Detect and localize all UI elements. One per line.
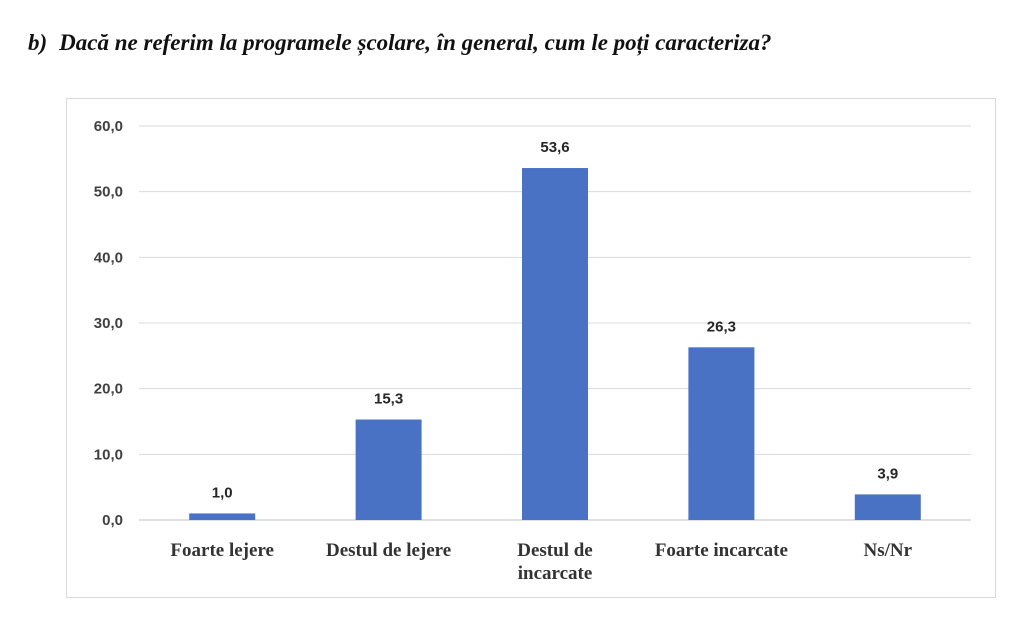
data-label: 53,6: [540, 139, 569, 156]
y-tick-label: 10,0: [94, 446, 123, 463]
y-tick-label: 60,0: [94, 118, 123, 135]
y-tick-label: 50,0: [94, 184, 123, 201]
y-tick-label: 0,0: [102, 512, 123, 529]
bar: [688, 347, 755, 520]
y-tick-label: 40,0: [94, 249, 123, 266]
x-category-label: Destul de lejere: [326, 540, 451, 561]
x-category-label: Destul de incarcate: [517, 540, 592, 584]
bar-chart: 0,0 10,0 20,0 30,0 40,0 50,0 60,0 1,0 Foarte lej…: [94, 118, 971, 584]
x-category-label: Foarte lejere: [170, 540, 274, 561]
data-label: 15,3: [374, 391, 403, 408]
x-category-label: Ns/Nr: [864, 540, 913, 561]
bar: [854, 494, 921, 520]
y-tick-label: 30,0: [94, 315, 123, 332]
question-heading: b) Dacă ne referim la programele școlare,…: [28, 30, 771, 56]
data-label: 3,9: [877, 465, 898, 482]
question-text: Dacă ne referim la programele școlare, î…: [59, 30, 772, 55]
y-tick-label: 20,0: [94, 381, 123, 398]
data-label: 26,3: [707, 318, 736, 335]
question-number: b): [28, 30, 48, 55]
bar: [522, 168, 588, 520]
bar: [189, 513, 256, 520]
chart-frame: 0,0 10,0 20,0 30,0 40,0 50,0 60,0 1,0 Foarte lej…: [66, 98, 996, 598]
bar: [355, 419, 422, 520]
x-category-label: Foarte incarcate: [655, 540, 788, 561]
data-label: 1,0: [212, 484, 233, 501]
